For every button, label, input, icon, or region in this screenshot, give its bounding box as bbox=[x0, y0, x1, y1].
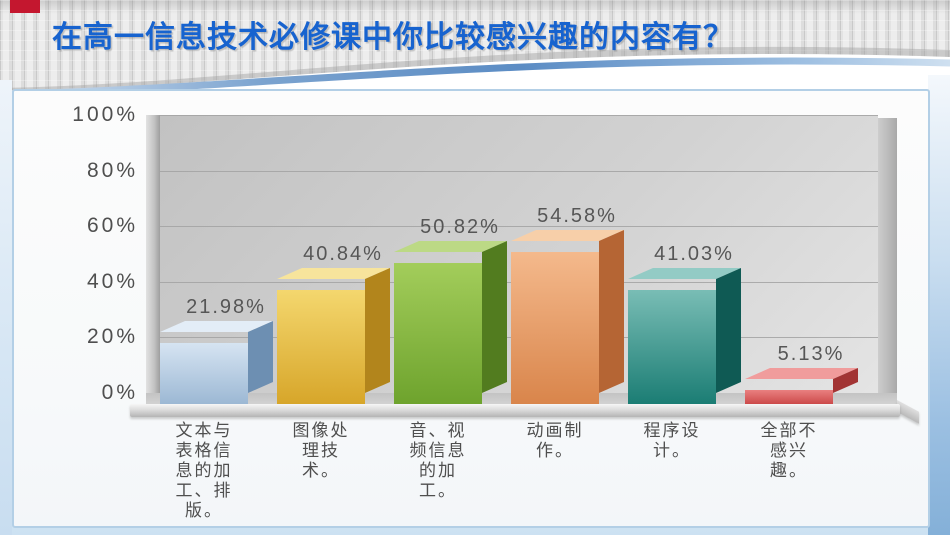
bar-value-label: 5.13% bbox=[777, 343, 845, 365]
bar-top-face bbox=[628, 268, 741, 279]
bar-value-label: 40.84% bbox=[303, 243, 383, 265]
x-category-label: 程序设 计。 bbox=[643, 421, 701, 461]
x-category-label: 动画制 作。 bbox=[526, 421, 584, 461]
bar-value-label: 50.82% bbox=[420, 216, 500, 238]
grid-line-60 bbox=[160, 226, 878, 228]
y-tick-label-0: 0% bbox=[101, 381, 138, 404]
page-title: 在高一信息技术必修课中你比较感兴趣的内容有？ bbox=[52, 21, 734, 54]
y-tick-label-40: 40% bbox=[86, 269, 138, 293]
left-edge-tint bbox=[0, 80, 12, 535]
bar-1 bbox=[160, 343, 248, 404]
chart-left-wall bbox=[146, 115, 160, 398]
bar-value-label: 21.98% bbox=[186, 296, 266, 318]
bar-side-face bbox=[248, 321, 273, 393]
y-tick-label-20: 20% bbox=[86, 325, 138, 349]
title-band bbox=[0, 0, 950, 95]
y-tick-label-100: 100% bbox=[72, 103, 138, 126]
bar-4 bbox=[511, 252, 599, 404]
bar-5 bbox=[628, 290, 716, 404]
x-category-label: 音、视 频信息 的加 工。 bbox=[409, 421, 467, 501]
bar-top-face bbox=[511, 230, 624, 241]
bar-side-face bbox=[365, 268, 390, 393]
right-edge-tint bbox=[928, 75, 950, 535]
bar-value-label: 54.58% bbox=[537, 205, 617, 227]
bar-top-face bbox=[160, 321, 273, 332]
grid-line-100 bbox=[160, 115, 878, 116]
x-category-label: 文本与 表格信 息的加 工、排 版。 bbox=[175, 421, 233, 521]
chart-floor-right-cap bbox=[897, 400, 919, 424]
bar-top-face bbox=[745, 368, 858, 379]
x-category-label: 全部不 感兴 趣。 bbox=[760, 421, 818, 481]
grid-line-80 bbox=[160, 170, 878, 172]
y-tick-label-60: 60% bbox=[86, 214, 138, 238]
bar-side-face bbox=[716, 268, 741, 393]
y-tick-label-80: 80% bbox=[86, 158, 138, 182]
bar-top-face bbox=[394, 241, 507, 252]
chart-right-wall bbox=[878, 118, 897, 402]
bar-2 bbox=[277, 290, 365, 404]
bar-top-face bbox=[277, 268, 390, 279]
swoosh-decoration bbox=[0, 46, 950, 95]
bar-value-label: 41.03% bbox=[654, 243, 734, 265]
bar-3 bbox=[394, 263, 482, 404]
corner-red-chip bbox=[10, 0, 40, 13]
bar-side-face bbox=[599, 230, 624, 393]
bar-6 bbox=[745, 390, 833, 404]
chart-floor-front bbox=[130, 404, 900, 417]
bar-side-face bbox=[482, 241, 507, 393]
x-category-label: 图像处 理技 术。 bbox=[292, 421, 350, 481]
